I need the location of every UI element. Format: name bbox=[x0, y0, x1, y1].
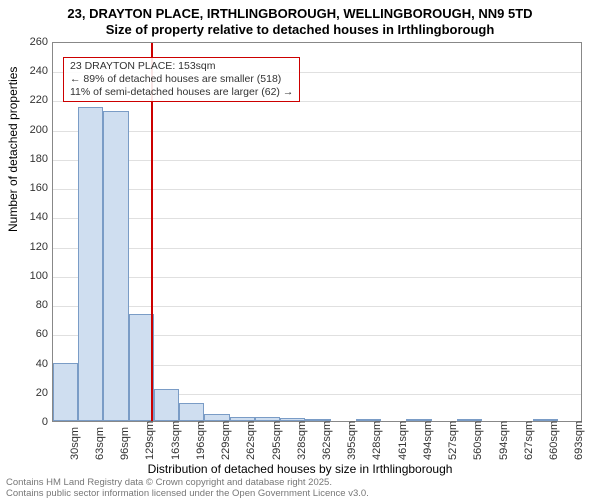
ytick-label: 20 bbox=[8, 387, 48, 399]
ytick-label: 80 bbox=[8, 299, 48, 311]
xtick-label: 30sqm bbox=[69, 427, 81, 460]
xtick-label: 362sqm bbox=[321, 421, 333, 460]
x-axis-label: Distribution of detached houses by size … bbox=[0, 462, 600, 476]
histogram-bar bbox=[103, 111, 128, 421]
xtick-label: 428sqm bbox=[371, 421, 383, 460]
y-axis-label: Number of detached properties bbox=[6, 67, 20, 232]
histogram-bar bbox=[179, 403, 204, 421]
xtick-label: 129sqm bbox=[144, 421, 156, 460]
xtick-label: 660sqm bbox=[548, 421, 560, 460]
annot-line1: 23 DRAYTON PLACE: 153sqm bbox=[70, 60, 293, 73]
gridline bbox=[53, 218, 581, 219]
footer-line2: Contains public sector information licen… bbox=[6, 489, 369, 500]
chart-footer: Contains HM Land Registry data © Crown c… bbox=[6, 478, 369, 500]
xtick-label: 560sqm bbox=[472, 421, 484, 460]
histogram-bar bbox=[78, 107, 103, 421]
xtick-label: 594sqm bbox=[498, 421, 510, 460]
chart-container: 23, DRAYTON PLACE, IRTHLINGBOROUGH, WELL… bbox=[0, 0, 600, 500]
xtick-label: 196sqm bbox=[195, 421, 207, 460]
xtick-label: 96sqm bbox=[119, 427, 131, 460]
gridline bbox=[53, 248, 581, 249]
ytick-label: 140 bbox=[8, 211, 48, 223]
xtick-label: 627sqm bbox=[523, 421, 535, 460]
xtick-label: 527sqm bbox=[447, 421, 459, 460]
annotation-box: 23 DRAYTON PLACE: 153sqm← 89% of detache… bbox=[63, 57, 300, 102]
xtick-label: 63sqm bbox=[94, 427, 106, 460]
ytick-label: 40 bbox=[8, 358, 48, 370]
ytick-label: 200 bbox=[8, 124, 48, 136]
xtick-label: 295sqm bbox=[271, 421, 283, 460]
xtick-label: 328sqm bbox=[296, 421, 308, 460]
gridline bbox=[53, 131, 581, 132]
ytick-label: 160 bbox=[8, 182, 48, 194]
histogram-bar bbox=[53, 363, 78, 421]
ytick-label: 0 bbox=[8, 416, 48, 428]
xtick-label: 461sqm bbox=[397, 421, 409, 460]
gridline bbox=[53, 277, 581, 278]
ytick-label: 100 bbox=[8, 270, 48, 282]
chart-title-line2: Size of property relative to detached ho… bbox=[0, 22, 600, 37]
ytick-label: 120 bbox=[8, 241, 48, 253]
xtick-label: 163sqm bbox=[170, 421, 182, 460]
ytick-label: 260 bbox=[8, 36, 48, 48]
plot-area: 23 DRAYTON PLACE: 153sqm← 89% of detache… bbox=[52, 42, 582, 422]
ytick-label: 180 bbox=[8, 153, 48, 165]
xtick-label: 262sqm bbox=[245, 421, 257, 460]
gridline bbox=[53, 160, 581, 161]
xtick-label: 395sqm bbox=[346, 421, 358, 460]
xtick-label: 494sqm bbox=[422, 421, 434, 460]
ytick-label: 240 bbox=[8, 65, 48, 77]
annot-line2: ← 89% of detached houses are smaller (51… bbox=[70, 73, 293, 86]
histogram-bar bbox=[154, 389, 179, 421]
gridline bbox=[53, 306, 581, 307]
ytick-label: 220 bbox=[8, 94, 48, 106]
chart-title-line1: 23, DRAYTON PLACE, IRTHLINGBOROUGH, WELL… bbox=[0, 6, 600, 21]
gridline bbox=[53, 189, 581, 190]
ytick-label: 60 bbox=[8, 328, 48, 340]
xtick-label: 693sqm bbox=[573, 421, 585, 460]
xtick-label: 229sqm bbox=[220, 421, 232, 460]
annot-line3: 11% of semi-detached houses are larger (… bbox=[70, 86, 293, 99]
